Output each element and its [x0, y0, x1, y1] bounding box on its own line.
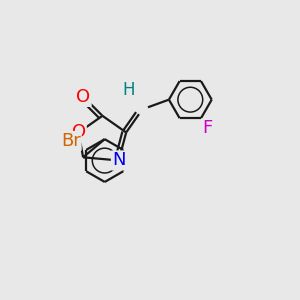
Text: N: N	[112, 152, 125, 169]
Text: O: O	[76, 88, 91, 106]
Text: O: O	[72, 123, 86, 141]
Text: H: H	[123, 81, 135, 99]
Text: F: F	[202, 119, 212, 137]
Text: Br: Br	[61, 132, 81, 150]
